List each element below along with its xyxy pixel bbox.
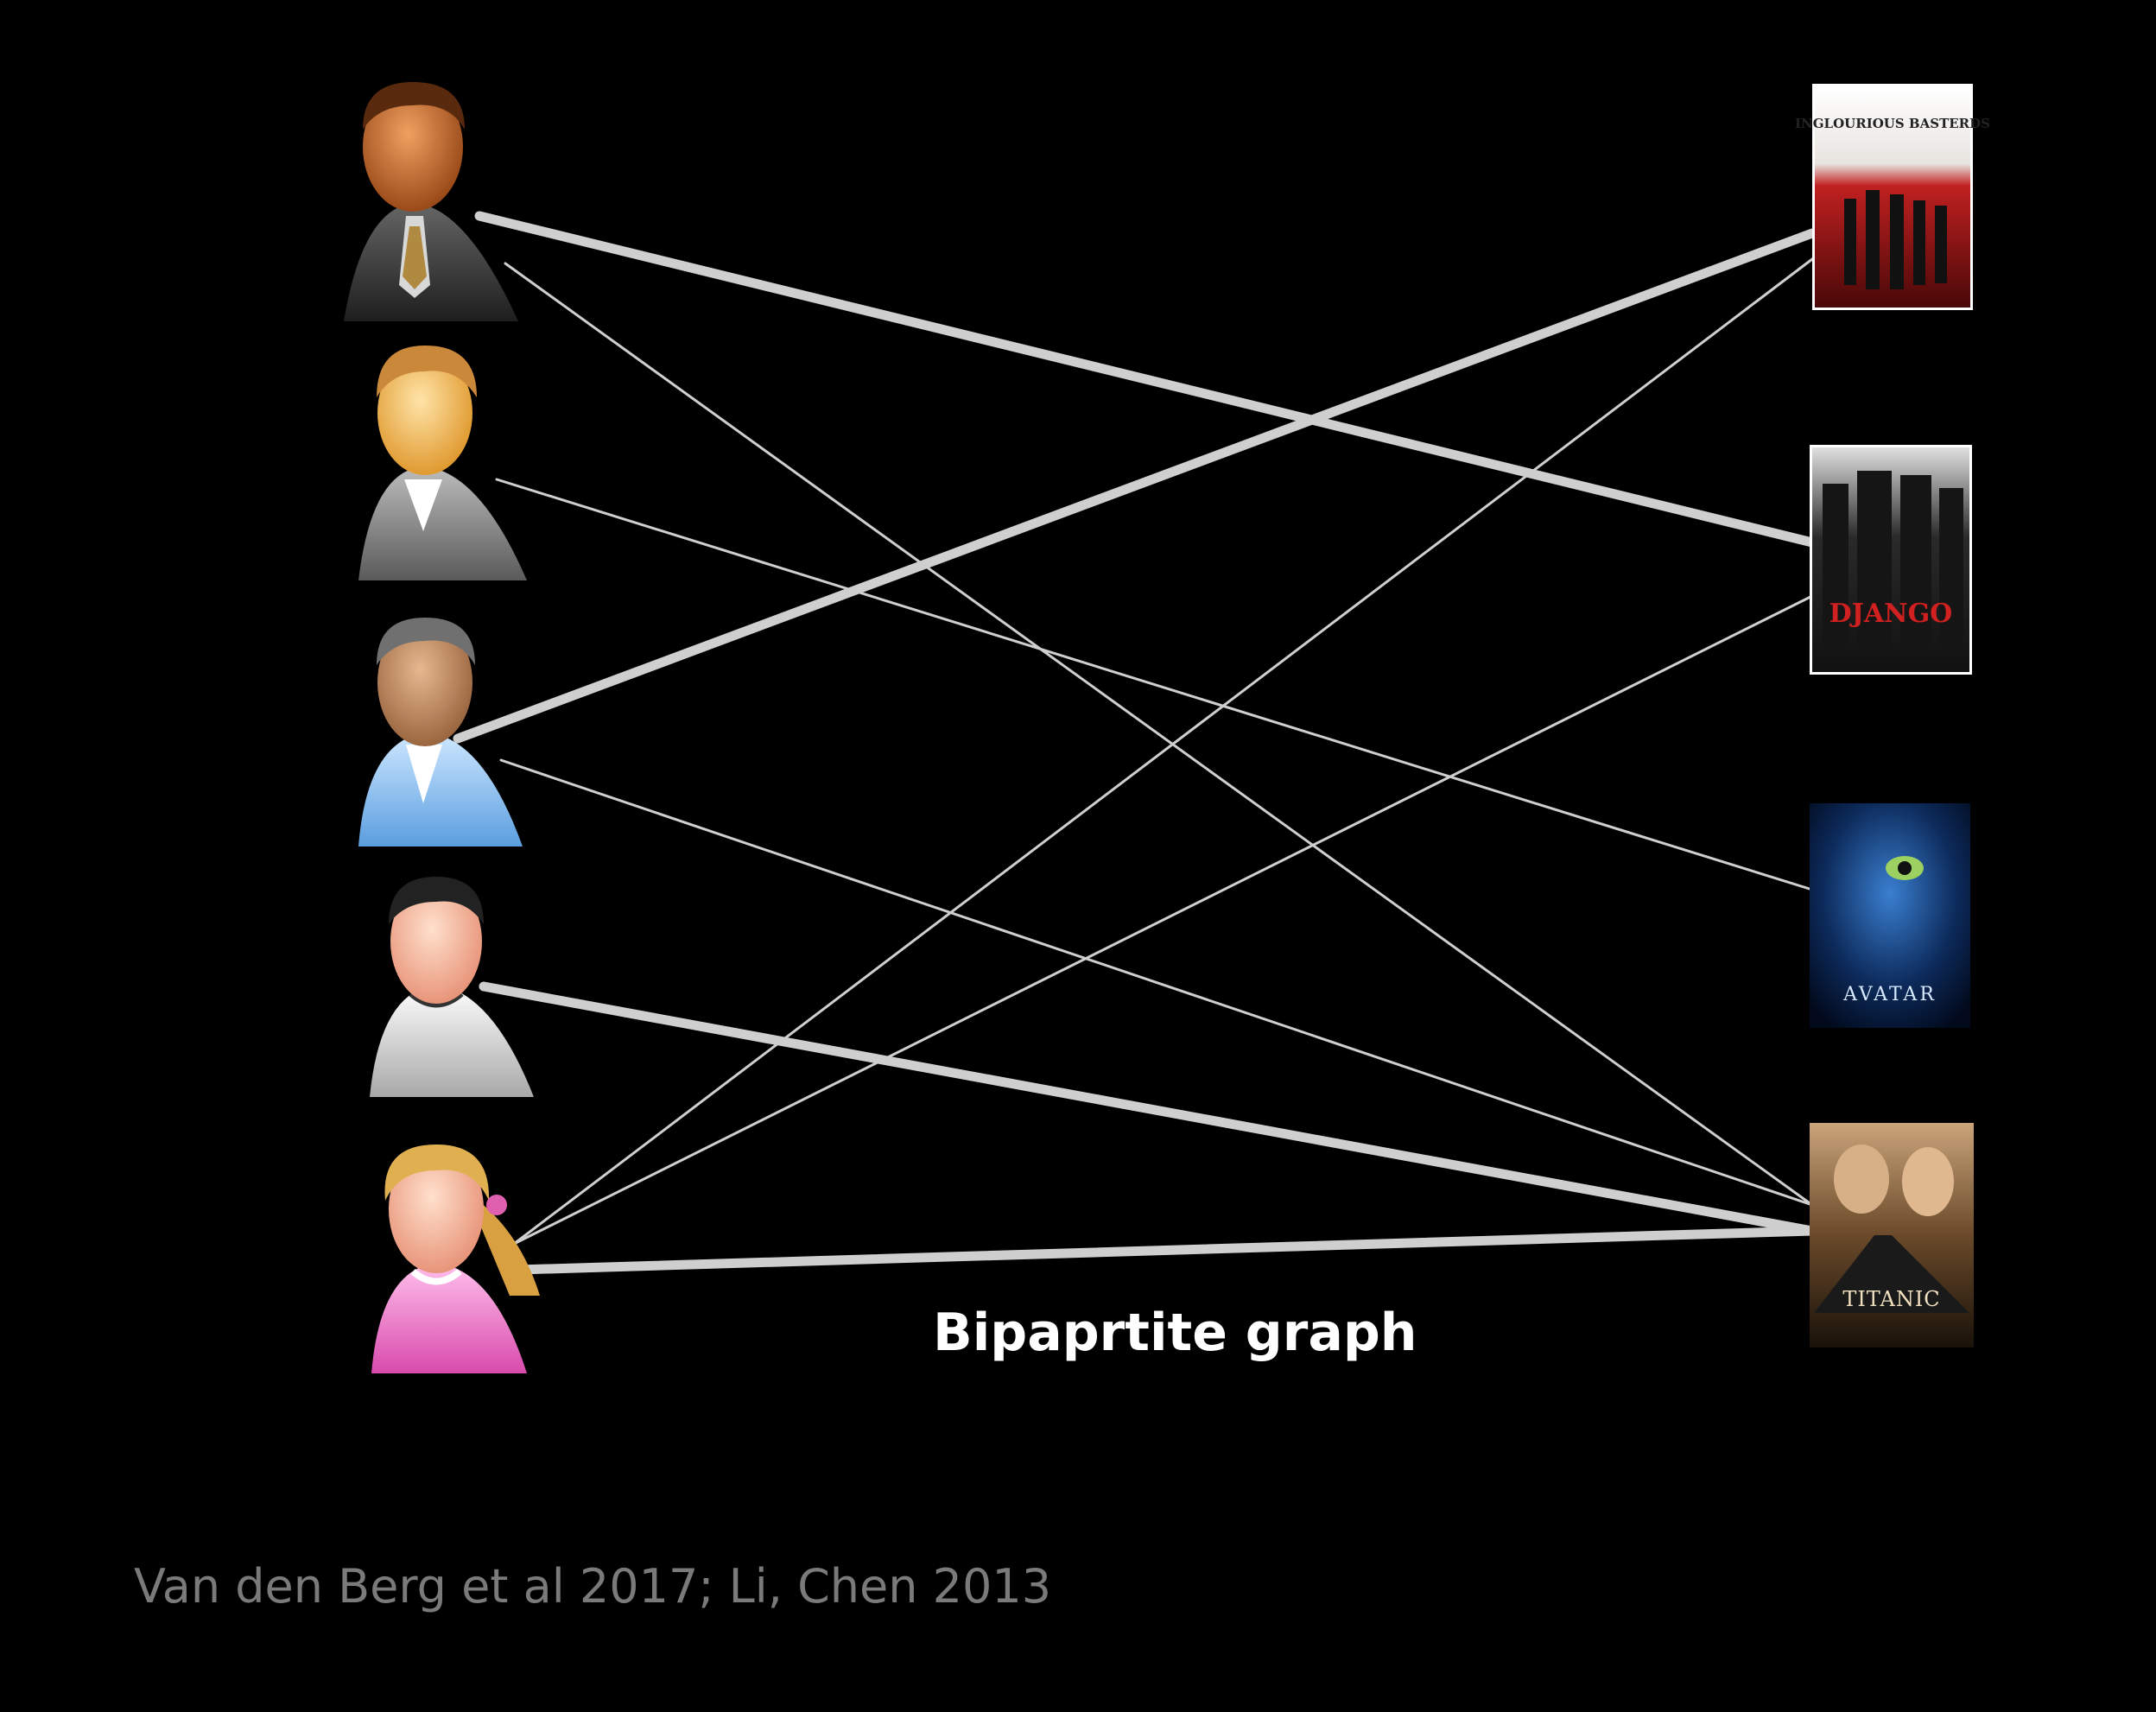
- movie-node-3: AVATAR: [1810, 803, 1970, 1028]
- man-suit-icon: [344, 82, 518, 321]
- avatar-poster: AVATAR: [1810, 803, 1970, 1028]
- edges-layer: [453, 211, 1817, 1275]
- woman-pink-shirt-icon: [371, 1145, 540, 1373]
- movie-node-4: TITANIC: [1810, 1123, 1974, 1347]
- poster-title: TITANIC: [1842, 1287, 1940, 1311]
- django-poster: DJANGO: [1810, 445, 1972, 675]
- edge-user5-movie2: [512, 594, 1814, 1246]
- edge-user3-movie4: [499, 758, 1814, 1207]
- man-grey-shirt-icon: [358, 346, 527, 580]
- user-node-1: [344, 82, 518, 321]
- edge-user5-movie4: [513, 1226, 1817, 1275]
- movie-node-2: DJANGO: [1810, 445, 1972, 675]
- poster-title: DJANGO: [1829, 599, 1953, 629]
- poster-title: AVATAR: [1842, 984, 1937, 1005]
- edge-user3-movie1: [453, 228, 1817, 744]
- user-node-4: [370, 877, 534, 1097]
- edge-user1-movie2: [474, 211, 1817, 548]
- poster-title: INGLOURIOUS BASTERDS: [1795, 116, 1990, 131]
- edge-user2-movie3: [495, 478, 1814, 891]
- edge-user1-movie4: [504, 262, 1814, 1207]
- user-node-5: [371, 1145, 540, 1373]
- edge-user4-movie4: [479, 981, 1817, 1236]
- titanic-poster: TITANIC: [1810, 1123, 1974, 1347]
- graph-title: Bipaprtite graph: [933, 1303, 1417, 1363]
- user-node-2: [358, 346, 527, 580]
- user-node-3: [358, 618, 523, 846]
- edge-user5-movie1: [512, 257, 1814, 1246]
- citation: Van den Berg et al 2017; Li, Chen 2013: [134, 1559, 1052, 1614]
- man-white-tshirt-icon: [370, 877, 534, 1097]
- man-blue-shirt-icon: [358, 618, 523, 846]
- inglourious-basterds-poster: INGLOURIOUS BASTERDS: [1795, 84, 1990, 310]
- movie-node-1: INGLOURIOUS BASTERDS: [1795, 84, 1990, 310]
